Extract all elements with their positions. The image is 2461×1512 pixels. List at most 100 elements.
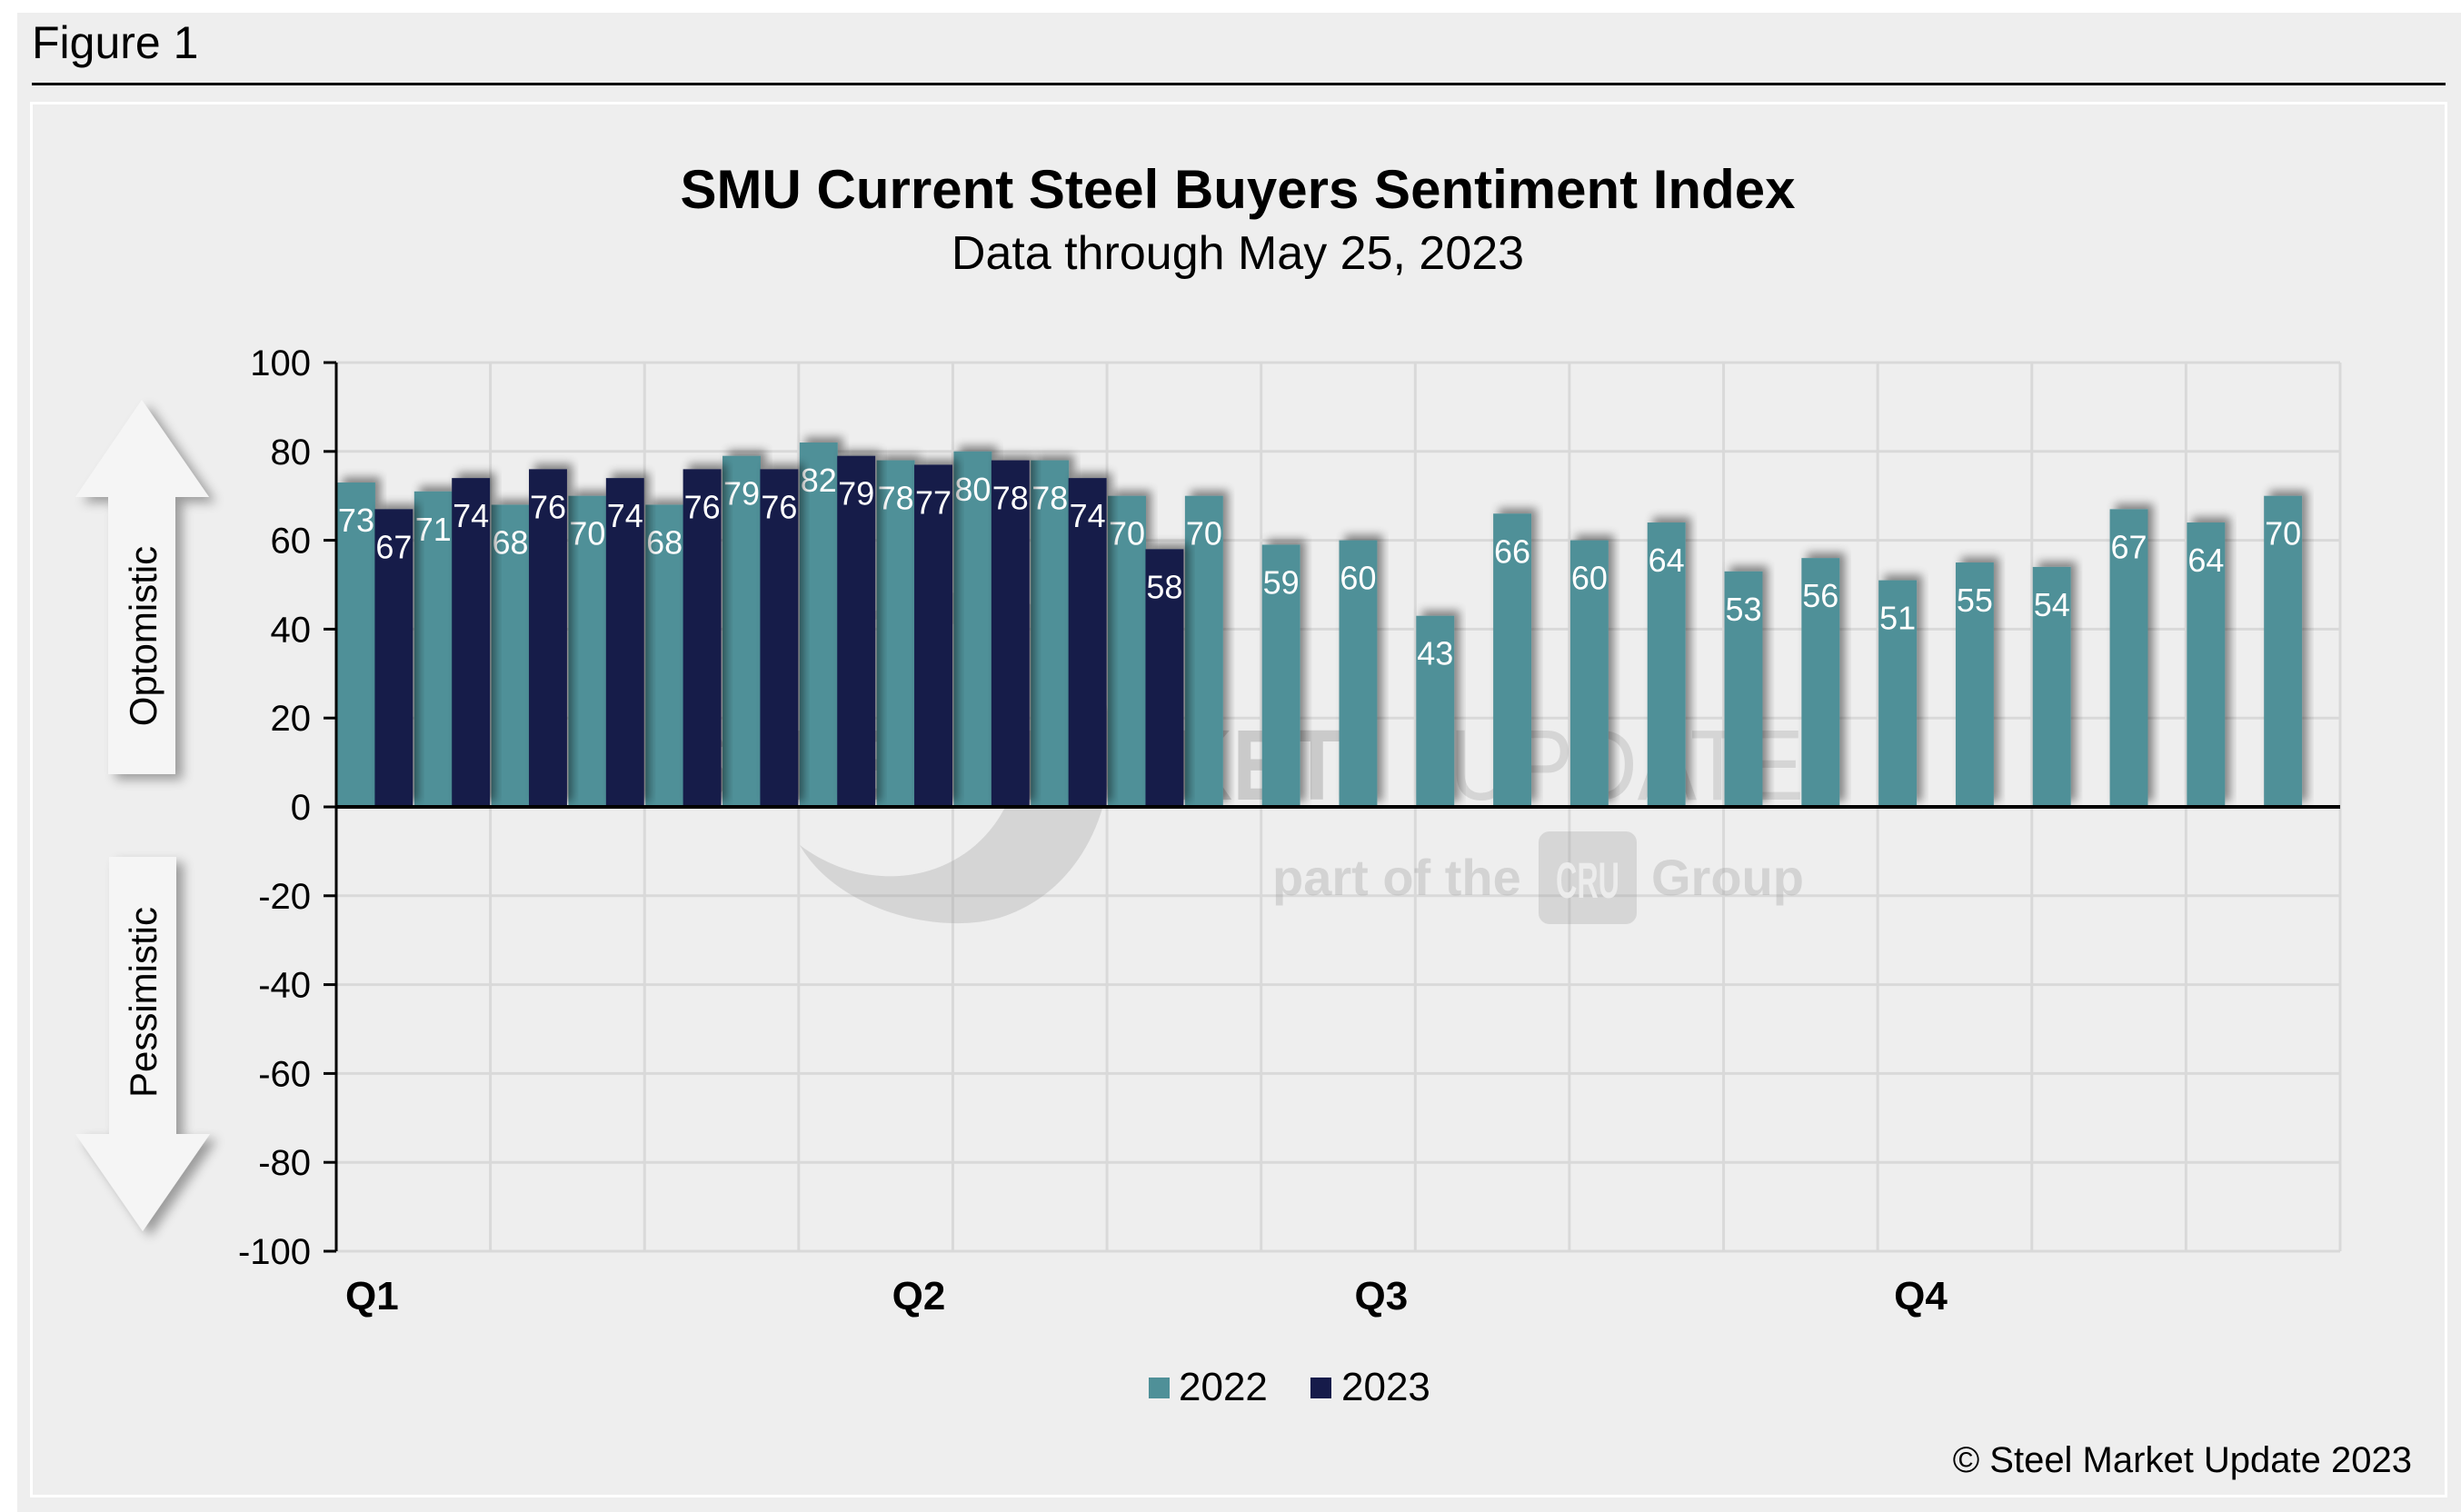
bar-group-2023: 78 [991, 460, 1030, 807]
bar-2022-8 [876, 460, 915, 807]
x-label-q3: Q3 [1355, 1274, 1409, 1318]
bar-group-2022: 68 [645, 504, 684, 807]
bar-2022-3 [491, 504, 530, 807]
cru-badge [1539, 831, 1637, 924]
bar-2022-18 [1647, 522, 1686, 807]
data-label-2023-6: 76 [761, 488, 797, 525]
bar-2023-1 [374, 509, 413, 807]
data-label-2022-11: 70 [1109, 515, 1145, 552]
bar-2023-5 [683, 469, 722, 807]
data-label-2022-25: 64 [2187, 542, 2224, 579]
y-tick-label: -40 [258, 966, 311, 1006]
bar-2022-13 [1261, 544, 1300, 807]
bar-group-2023: 58 [1145, 549, 1184, 807]
axes [324, 361, 2340, 1253]
bar-group-2022: 79 [722, 455, 761, 807]
bar-2022-24 [2109, 509, 2148, 807]
bar-group-2022: 60 [1569, 540, 1609, 807]
bar-2022-15 [1416, 615, 1455, 807]
bar-2022-16 [1493, 513, 1532, 807]
bar-group-2022: 73 [337, 482, 375, 807]
data-label-2023-3: 76 [530, 488, 566, 525]
bar-group-2022: 70 [568, 495, 607, 807]
bar-group-2022: 51 [1878, 580, 1918, 807]
bar-2022-6 [722, 455, 761, 807]
y-tick-label: -100 [238, 1232, 311, 1272]
data-label-2023-8: 77 [915, 483, 952, 521]
chart-subtitle: Data through May 25, 2023 [952, 227, 1524, 280]
bar-group-2023: 76 [683, 469, 722, 807]
data-label-2022-5: 68 [646, 523, 683, 561]
bar-group-2023: 77 [914, 464, 952, 807]
optimistic-arrow [75, 400, 209, 774]
bar-group-2022: 70 [1108, 495, 1146, 807]
data-label-2023-4: 74 [607, 497, 643, 534]
copyright: © Steel Market Update 2023 [1953, 1440, 2412, 1480]
bar-2022-11 [1108, 495, 1146, 807]
down-arrow-icon [75, 857, 210, 1231]
data-label-2022-2: 71 [415, 511, 452, 548]
bar-2023-11 [1145, 549, 1184, 807]
data-label-2023-1: 67 [375, 528, 412, 565]
y-tick-label: 100 [250, 343, 311, 383]
bar-2022-9 [953, 451, 992, 807]
data-label-2022-8: 78 [878, 480, 914, 517]
bar-2022-5 [645, 504, 684, 807]
data-label-2023-2: 74 [453, 497, 489, 534]
bar-group-2022: 78 [876, 460, 915, 807]
bar-group-2023: 76 [529, 469, 567, 807]
data-label-2022-18: 64 [1649, 542, 1685, 579]
data-label-2022-12: 70 [1186, 515, 1222, 552]
data-label-2022-13: 59 [1263, 563, 1300, 601]
bar-group-2023: 74 [452, 478, 491, 807]
data-label-2022-19: 53 [1725, 591, 1761, 628]
figure-label: Figure 1 [32, 17, 199, 68]
bar-2023-10 [1068, 478, 1107, 807]
bar-2022-26 [2264, 495, 2303, 807]
bar-2022-23 [2032, 566, 2071, 807]
y-tick-label: -20 [258, 877, 311, 917]
bar-2022-17 [1569, 540, 1609, 807]
data-label-2022-1: 73 [338, 502, 374, 539]
data-label-2022-15: 43 [1417, 635, 1453, 672]
bar-2023-4 [605, 478, 644, 807]
bar-2023-2 [452, 478, 491, 807]
data-label-2022-6: 79 [723, 475, 760, 512]
bar-group-2022: 70 [1184, 495, 1223, 807]
bar-2023-7 [837, 455, 876, 807]
x-label-q2: Q2 [892, 1274, 946, 1318]
bar-2022-25 [2187, 522, 2226, 807]
pessimistic-arrow [75, 857, 210, 1231]
bar-group-2022: 80 [953, 451, 992, 807]
bar-group-2022: 70 [2264, 495, 2303, 807]
bar-group-2023: 74 [605, 478, 644, 807]
data-label-2022-7: 82 [801, 462, 837, 499]
chart-title: SMU Current Steel Buyers Sentiment Index [681, 159, 1796, 220]
legend: 2022 2023 [1149, 1365, 1430, 1409]
bar-2023-6 [760, 469, 799, 807]
figure-divider [32, 83, 2446, 85]
bar-group-2022: 60 [1339, 540, 1378, 807]
bar-group-2022: 55 [1955, 562, 1994, 807]
y-tick-labels: 100 80 60 40 20 0 -20 -40 -60 -80 -100 [238, 343, 311, 1272]
data-label-2022-14: 60 [1340, 560, 1376, 597]
bar-2022-22 [1955, 562, 1994, 807]
data-label-2022-21: 51 [1879, 600, 1916, 637]
data-label-2022-3: 68 [493, 523, 529, 561]
data-label-2023-7: 79 [838, 475, 874, 512]
legend-label-2022: 2022 [1179, 1365, 1268, 1409]
data-label-2022-17: 60 [1571, 560, 1608, 597]
data-label-2022-10: 78 [1031, 480, 1068, 517]
bar-2022-2 [413, 491, 453, 807]
bar-group-2023: 74 [1068, 478, 1107, 807]
y-tick-label: 20 [271, 699, 312, 739]
bar-group-2023: 79 [837, 455, 876, 807]
bar-group-2022: 78 [1031, 460, 1070, 807]
y-tick-label: 60 [271, 522, 312, 562]
up-arrow-icon [75, 400, 209, 774]
data-label-2022-26: 70 [2265, 515, 2301, 552]
bar-2022-14 [1339, 540, 1378, 807]
bar-2022-12 [1184, 495, 1223, 807]
